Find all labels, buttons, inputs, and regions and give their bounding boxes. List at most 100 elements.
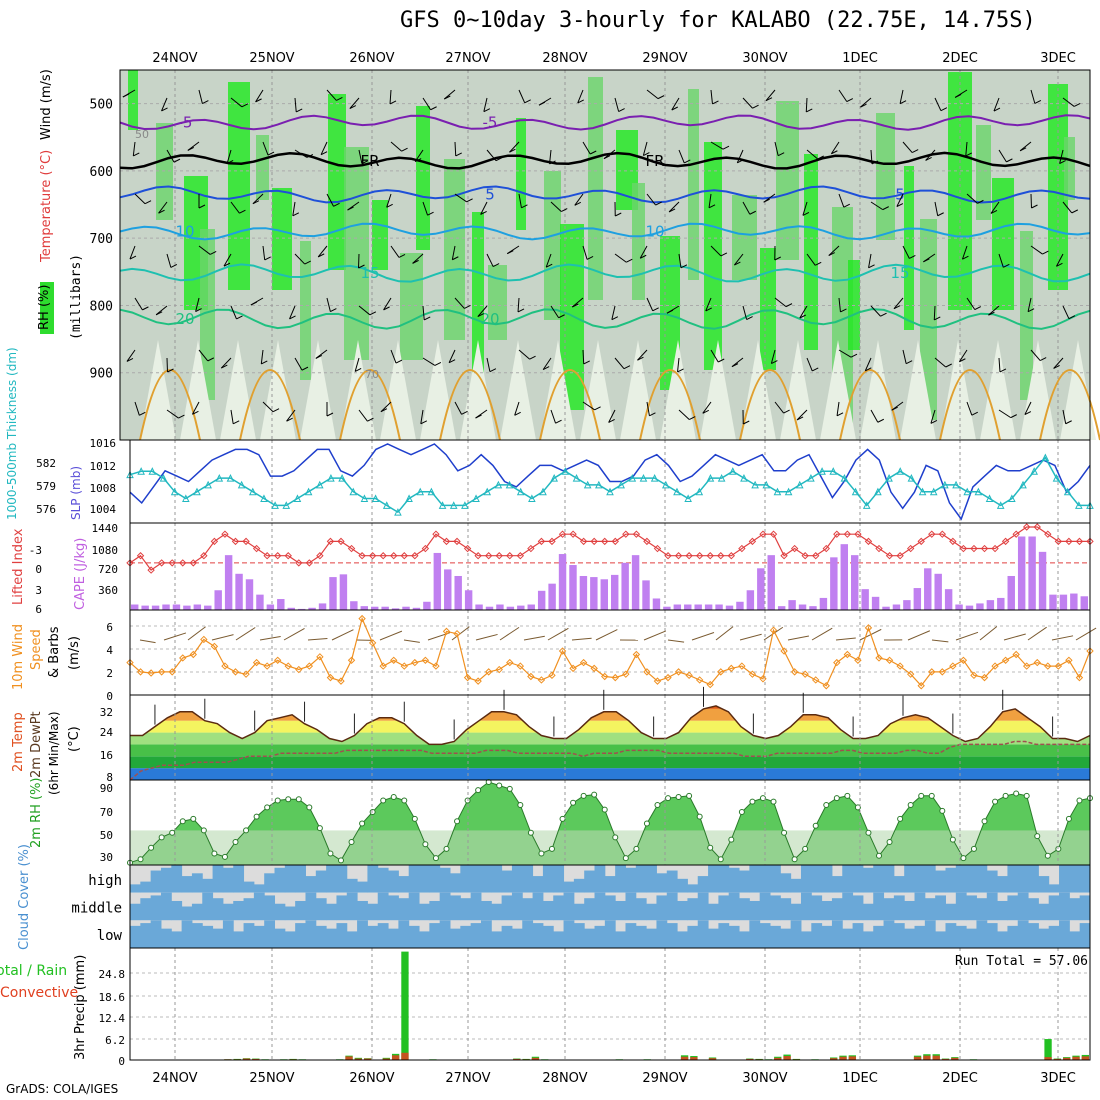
cloud-cover-bar <box>759 923 771 948</box>
wind-barb <box>292 201 296 216</box>
cloud-cover-bar <box>171 865 183 893</box>
rh-marker <box>939 807 946 814</box>
lifted-index-marker <box>801 552 809 560</box>
wind-barb <box>902 349 907 364</box>
wind-barb <box>454 297 465 309</box>
rh-region <box>256 135 269 200</box>
wind-barb-flag <box>347 206 354 211</box>
rh-region <box>272 188 292 290</box>
wind-barb-flag <box>954 93 962 98</box>
pressure-tick-label: 500 <box>90 98 113 113</box>
wind-barb-flag <box>1065 420 1072 425</box>
precip-convective-bar <box>1072 1056 1080 1060</box>
wind-speed-marker <box>1033 658 1041 667</box>
cape-bar <box>433 552 442 610</box>
rh-marker <box>179 818 186 825</box>
wind-barb <box>155 305 168 316</box>
rh-marker <box>643 820 650 827</box>
rh-marker <box>359 820 366 827</box>
lifted-index-marker <box>632 530 641 538</box>
cloud-cover-bar <box>790 878 802 893</box>
cloud-cover-bar <box>1069 898 1081 921</box>
cloud-cover-bar <box>677 931 688 948</box>
cloud-cover-bar <box>1017 892 1029 921</box>
wind-barb <box>486 149 497 162</box>
wind-barb-flag <box>330 308 337 313</box>
cloud-cover-bar <box>800 892 812 921</box>
wind-barb-flag <box>828 252 835 256</box>
thickness-marker <box>561 467 570 475</box>
wind-barb <box>390 349 397 364</box>
cloud-cover-bar <box>150 895 162 921</box>
wind-speed-marker <box>263 662 271 670</box>
rh-region <box>1020 231 1033 400</box>
thickness-marker <box>170 487 179 496</box>
temperature-contour <box>119 151 1091 170</box>
wind-barb <box>320 141 328 155</box>
cape-bar <box>715 604 723 610</box>
cloud-cover-bar <box>491 865 503 893</box>
cape-bar <box>663 606 671 610</box>
wind-barb-flag <box>142 306 149 311</box>
wind-barb <box>934 97 942 111</box>
cloud-cover-bar <box>450 895 461 921</box>
cloud-cover-bar <box>130 884 141 893</box>
cloud-cover-bar <box>522 898 534 921</box>
cloud-cover-bar <box>573 923 585 948</box>
wind-barb-flag <box>765 97 773 102</box>
cape-bar <box>318 603 327 610</box>
thickness-marker <box>952 480 960 489</box>
precip-tick-label: 24.8 <box>99 968 126 981</box>
wind-speed-marker <box>453 629 461 638</box>
thickness-marker <box>896 467 905 475</box>
rh-marker <box>137 856 144 863</box>
wind-speed-marker <box>168 668 176 676</box>
cloud-cover-bar <box>160 892 172 921</box>
lifted-index-marker <box>484 552 493 560</box>
wind-barb <box>774 141 779 156</box>
wind-barb <box>380 401 392 413</box>
precip-convective-bar <box>690 1057 698 1060</box>
cape-bar <box>141 605 149 610</box>
rh-dry-region <box>820 340 856 440</box>
wind-barb-flag <box>684 159 691 164</box>
rh-marker <box>654 802 661 809</box>
thickness-marker <box>1041 453 1050 462</box>
run-total-label: Run Total = 57.06 <box>955 954 1088 969</box>
rh-marker <box>475 787 482 794</box>
cloud-cover-bar <box>873 865 885 893</box>
wind-barb <box>860 97 872 108</box>
wind-barb <box>710 245 722 257</box>
wind-barb-flag <box>840 308 847 313</box>
cloud-cover-bar <box>1048 895 1060 921</box>
cloud-cover-bar <box>501 895 513 921</box>
thickness-marker <box>650 473 659 482</box>
cloud-cover-bar <box>615 900 626 921</box>
cloud-cover-bar <box>1059 892 1070 921</box>
temperature-axis-label-line1: 2m Temp <box>11 712 26 772</box>
lifted-index-marker <box>590 537 598 546</box>
cape-bar <box>819 597 828 610</box>
cloud-cover-bar <box>862 931 874 948</box>
cape-bar <box>965 605 974 610</box>
cloud-cover-bar <box>584 870 596 893</box>
rh-dry-region <box>380 340 416 440</box>
cloud-cover-bar <box>904 900 916 921</box>
precip-label-total: Total / Rain <box>0 963 67 979</box>
date-label-bottom: 29NOV <box>642 1071 687 1086</box>
thickness-marker <box>539 487 547 496</box>
cloud-cover-bar <box>1069 931 1081 948</box>
cloud-cover-bar <box>553 895 565 921</box>
rh-region <box>876 113 895 240</box>
wind-speed-marker <box>316 653 324 661</box>
wind-speed-marker <box>706 680 714 689</box>
wind-barb <box>838 349 852 358</box>
wind-barb-flag <box>507 250 514 255</box>
wind-barb-flag <box>911 149 919 154</box>
wind-speed-marker <box>780 647 788 655</box>
cloud-cover-bar <box>625 892 637 921</box>
temperature-contour-label: 10 <box>175 222 194 240</box>
cloud-cover-bar <box>419 931 430 948</box>
cloud-cover-bar <box>1059 920 1070 948</box>
wind-barb-flag <box>161 107 168 112</box>
